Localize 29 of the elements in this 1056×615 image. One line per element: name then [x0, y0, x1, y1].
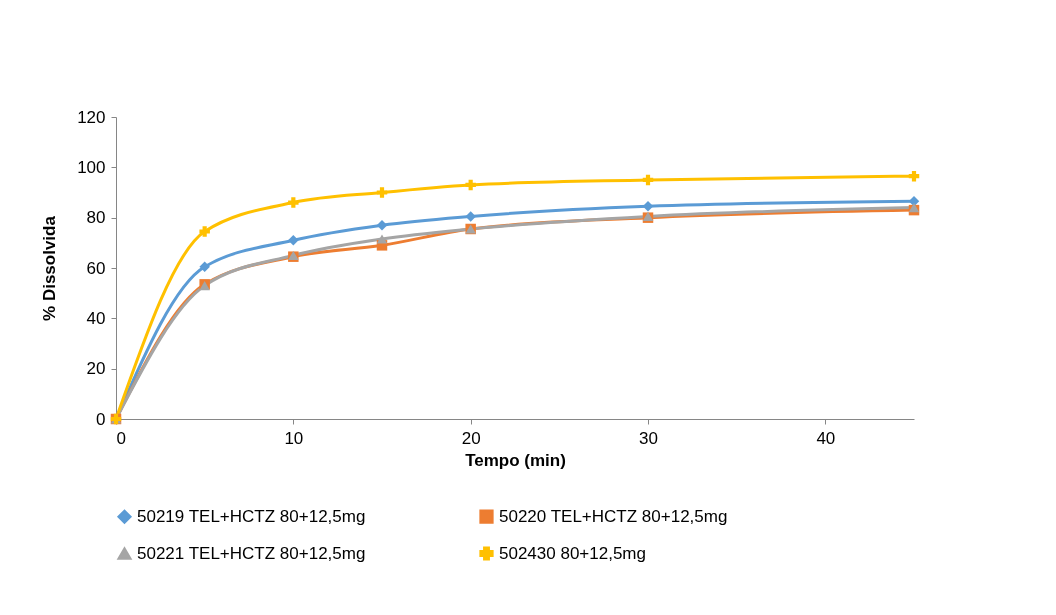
point [288, 235, 299, 246]
legend-label: 50220 TEL+HCTZ 80+12,5mg [499, 506, 728, 526]
point [199, 226, 210, 237]
y-tick-label: 80 [86, 208, 106, 228]
point [199, 261, 210, 272]
y-tick-label: 20 [86, 359, 106, 379]
x-tick-label: 30 [639, 428, 658, 448]
x-tick-label: 0 [116, 428, 126, 448]
x-tick-label: 20 [461, 428, 481, 448]
y-tick-label: 40 [86, 308, 106, 328]
point [288, 197, 299, 208]
point [465, 211, 476, 222]
x-axis-title: Tempo (min) [465, 450, 566, 470]
point [376, 219, 388, 231]
legend-label: 50219 TEL+HCTZ 80+12,5mg [137, 506, 366, 526]
y-tick-label: 120 [77, 107, 106, 127]
y-tick-label: 0 [96, 409, 106, 429]
legend-label: 50221 TEL+HCTZ 80+12,5mg [137, 543, 366, 563]
y-tick-label: 100 [77, 157, 106, 177]
point [465, 179, 476, 191]
x-tick-label: 10 [284, 428, 304, 448]
point [376, 234, 388, 244]
point [908, 170, 920, 182]
point [376, 187, 388, 198]
y-axis-title: % Dissolvida [40, 215, 60, 321]
x-tick-label: 40 [816, 428, 836, 448]
y-tick-label: 60 [86, 258, 106, 278]
point [642, 174, 654, 186]
legend-label: 502430 80+12,5mg [499, 543, 646, 563]
